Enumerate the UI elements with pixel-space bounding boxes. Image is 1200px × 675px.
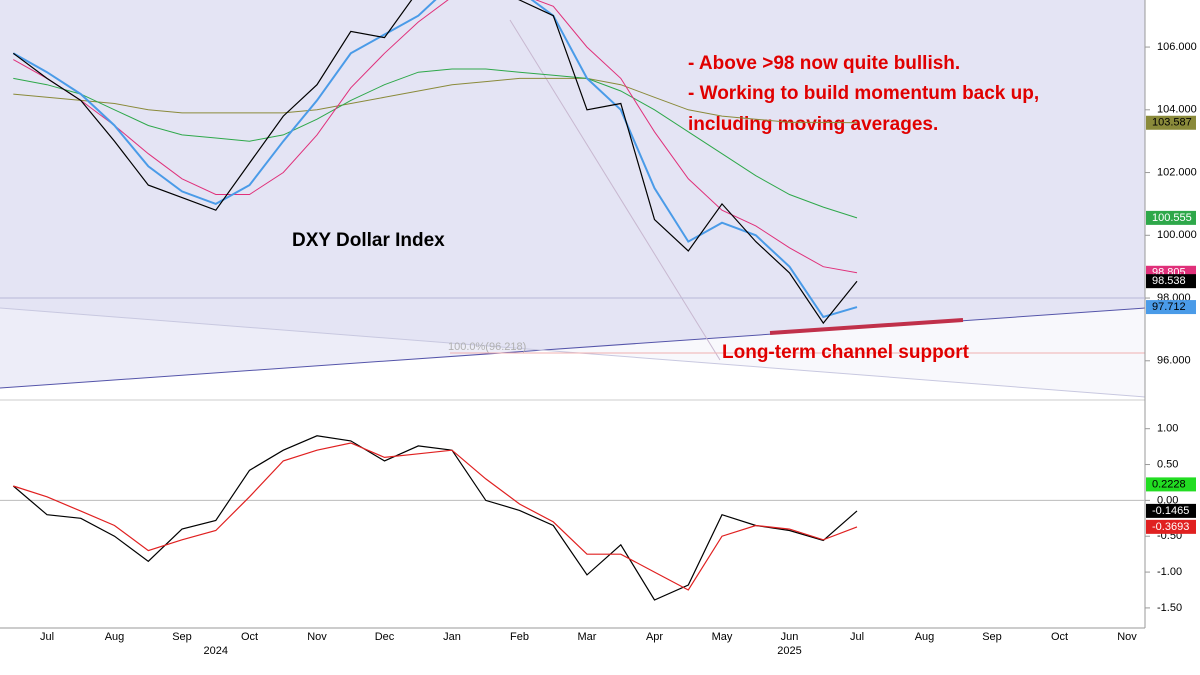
last-value-label: 103.587 [1152,117,1192,129]
last-value-label: -0.3693 [1152,521,1189,533]
x-tick-label: Aug [105,631,125,643]
last-value-label: 0.2228 [1152,478,1186,490]
support-line [769,318,964,335]
annotation: including moving averages. [688,114,938,135]
x-tick-label: Apr [646,631,663,643]
series-line [13,77,858,124]
y-tick-label: 1.00 [1157,423,1178,435]
x-tick-label: Nov [307,631,327,643]
x-tick-label: Dec [375,631,395,643]
y-tick-label: 102.000 [1157,166,1197,178]
x-tick-label: Jul [850,631,864,643]
year-label: 2025 [777,645,801,657]
y-tick-label: 100.000 [1157,229,1197,241]
annotation: Long-term channel support [722,342,970,363]
last-value-box [1146,274,1196,289]
series-line [12,0,858,325]
series-line [13,442,858,591]
last-value-box [1146,115,1196,130]
plot-area [0,0,1145,601]
y-tick-label: -1.50 [1157,602,1182,614]
last-value-box [1146,300,1196,315]
y-tick-label: 104.000 [1157,104,1197,116]
trend-line [509,19,721,361]
series-line [12,0,858,319]
x-tick-label: Jun [781,631,799,643]
x-tick-label: Oct [241,631,258,643]
x-tick-label: Aug [915,631,935,643]
series-line [13,0,858,274]
fib-label: 100.0%(96.218) [448,341,526,353]
annotation: - Above >98 now quite bullish. [688,53,960,74]
x-tick-label: May [712,631,733,643]
series-line [13,68,858,219]
last-value-box [1146,210,1196,225]
y-tick-label: 106.000 [1157,41,1197,53]
x-tick-label: Mar [578,631,597,643]
x-tick-label: Feb [510,631,529,643]
last-value-box [1146,503,1196,518]
channel-area [0,0,1145,388]
x-tick-label: Jan [443,631,461,643]
annotation: - Working to build momentum back up, [688,83,1039,104]
y-tick-label: -1.00 [1157,566,1182,578]
last-value-label: 100.555 [1152,212,1192,224]
last-value-box [1146,477,1196,492]
last-value-box [1146,519,1196,534]
x-tick-label: Sep [982,631,1002,643]
x-tick-label: Nov [1117,631,1137,643]
x-tick-label: Sep [172,631,192,643]
y-tick-label: 0.50 [1157,458,1178,470]
y-tick-label: 96.000 [1157,355,1191,367]
x-tick-label: Oct [1051,631,1068,643]
x-tick-label: Jul [40,631,54,643]
y-tick-label: 0.00 [1157,494,1178,506]
series-line [12,435,858,601]
chart-title: DXY Dollar Index [292,230,445,251]
last-value-label: -0.1465 [1152,505,1189,517]
last-value-label: 98.538 [1152,275,1186,287]
year-label: 2024 [204,645,228,657]
last-value-label: 97.712 [1152,301,1186,313]
